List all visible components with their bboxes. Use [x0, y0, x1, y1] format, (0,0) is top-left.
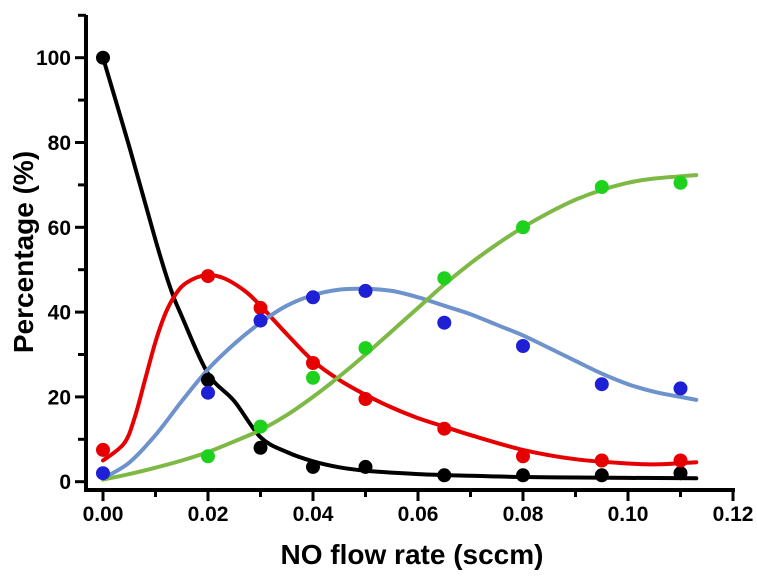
- y-tick-label: 0: [59, 471, 71, 494]
- x-tick-label: 0.02: [188, 503, 229, 526]
- data-point-red-series: [306, 356, 320, 370]
- data-point-black-series: [96, 50, 110, 65]
- axes-layer: 0 20 40 60 80 100 0.00 0.02 0.04 0.06 0.08 0.10 0.12: [36, 13, 754, 526]
- y-tick-label: 40: [48, 302, 71, 325]
- data-point-blue-series: [673, 381, 688, 396]
- data-point-black-series: [673, 466, 688, 481]
- x-tick-label: 0.00: [83, 503, 124, 526]
- x-tick-label: 0.08: [503, 503, 544, 526]
- data-point-blue-series: [594, 377, 609, 392]
- data-point-black-series: [437, 468, 452, 483]
- data-point-black-series: [516, 468, 530, 483]
- data-point-black-series: [201, 372, 215, 387]
- y-tick-label: 60: [48, 217, 71, 240]
- data-point-blue-series: [96, 466, 110, 481]
- data-point-blue-series: [358, 283, 373, 298]
- data-point-black-series: [253, 440, 268, 455]
- data-point-green-series: [673, 175, 688, 190]
- x-tick-label: 0.04: [293, 503, 334, 526]
- data-point-green-series: [516, 220, 530, 235]
- y-tick-label: 20: [48, 386, 71, 409]
- data-point-blue-series: [253, 313, 268, 328]
- data-point-blue-series: [437, 315, 452, 330]
- data-point-green-series: [306, 370, 320, 385]
- y-tick-label: 100: [36, 47, 71, 70]
- data-point-blue-series: [516, 339, 530, 353]
- data-point-green-series: [358, 341, 373, 356]
- fit-curve-green-series: [101, 173, 699, 482]
- fit-curve-blue-series: [101, 286, 699, 481]
- data-point-black-series: [358, 459, 373, 474]
- x-tick-label: 0.06: [398, 503, 439, 526]
- data-point-red-series: [201, 269, 215, 284]
- data-point-red-series: [358, 392, 373, 406]
- data-point-black-series: [594, 468, 609, 483]
- data-point-blue-series: [201, 385, 215, 400]
- data-point-green-series: [201, 449, 215, 464]
- data-point-green-series: [594, 180, 609, 194]
- data-point-red-series: [253, 300, 268, 315]
- data-point-red-series: [96, 442, 110, 457]
- data-points-layer: [96, 50, 688, 483]
- data-point-green-series: [437, 271, 452, 286]
- data-point-black-series: [306, 459, 320, 474]
- data-point-red-series: [673, 453, 688, 468]
- x-tick-label: 0.12: [713, 503, 754, 526]
- data-point-red-series: [516, 449, 530, 464]
- fit-curve-red-series: [101, 273, 699, 467]
- fit-curve-black-series: [101, 55, 699, 481]
- data-point-green-series: [253, 419, 268, 434]
- data-point-red-series: [437, 421, 452, 436]
- fit-curves-layer: [101, 55, 699, 482]
- y-tick-label: 80: [48, 132, 71, 155]
- y-axis-title: Percentage (%): [8, 151, 39, 353]
- data-point-red-series: [594, 453, 609, 468]
- x-tick-label: 0.10: [608, 503, 649, 526]
- x-axis-title: NO flow rate (sccm): [281, 539, 544, 570]
- data-point-blue-series: [306, 290, 320, 305]
